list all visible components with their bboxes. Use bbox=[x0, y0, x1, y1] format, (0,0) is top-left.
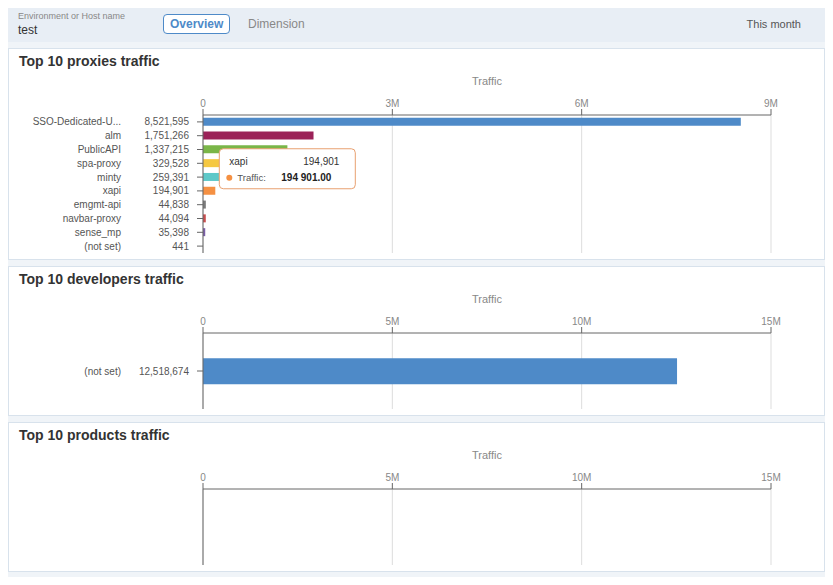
svg-text:35,398: 35,398 bbox=[158, 227, 189, 238]
svg-text:5M: 5M bbox=[385, 316, 399, 327]
svg-text:3M: 3M bbox=[385, 98, 399, 109]
html-text:test: test bbox=[18, 23, 38, 37]
svg-text:15M: 15M bbox=[761, 316, 780, 327]
svg-text:44,094: 44,094 bbox=[158, 213, 189, 224]
svg-text:44,838: 44,838 bbox=[158, 199, 189, 210]
svg-text:9M: 9M bbox=[764, 98, 778, 109]
svg-text:spa-proxy: spa-proxy bbox=[77, 158, 121, 169]
svg-text:15M: 15M bbox=[761, 472, 780, 483]
svg-text:Traffic: Traffic bbox=[472, 75, 502, 87]
html-text:Top 10 proxies traffic: Top 10 proxies traffic bbox=[19, 53, 160, 69]
svg-text:navbar-proxy: navbar-proxy bbox=[63, 213, 121, 224]
svg-text:0: 0 bbox=[200, 316, 206, 327]
svg-text:alm: alm bbox=[105, 130, 121, 141]
svg-text:12,518,674: 12,518,674 bbox=[139, 366, 189, 377]
svg-text:0: 0 bbox=[200, 98, 206, 109]
svg-text:1,337,215: 1,337,215 bbox=[145, 144, 190, 155]
svg-text:441: 441 bbox=[172, 241, 189, 252]
svg-text:Traffic:: Traffic: bbox=[237, 172, 266, 183]
svg-text:194,901: 194,901 bbox=[303, 156, 340, 167]
svg-text:10M: 10M bbox=[572, 472, 591, 483]
html-text:Environment or Host name: Environment or Host name bbox=[18, 11, 125, 21]
html-text:Top 10 developers traffic: Top 10 developers traffic bbox=[19, 271, 184, 287]
svg-text:xapi: xapi bbox=[229, 156, 247, 167]
svg-text:SSO-Dedicated-U...: SSO-Dedicated-U... bbox=[33, 116, 121, 127]
svg-text:minty: minty bbox=[97, 172, 121, 183]
svg-text:259,391: 259,391 bbox=[153, 172, 190, 183]
svg-text:194 901.00: 194 901.00 bbox=[281, 172, 331, 183]
html-text:This month: This month bbox=[746, 18, 801, 30]
svg-text:PublicAPI: PublicAPI bbox=[78, 144, 121, 155]
svg-text:10M: 10M bbox=[572, 316, 591, 327]
svg-text:Traffic: Traffic bbox=[472, 449, 502, 461]
svg-text:emgmt-api: emgmt-api bbox=[74, 199, 121, 210]
html-text:Dimension: Dimension bbox=[248, 17, 305, 31]
svg-text:xapi: xapi bbox=[103, 185, 121, 196]
svg-text:1,751,266: 1,751,266 bbox=[145, 130, 190, 141]
svg-text:(not set): (not set) bbox=[84, 241, 121, 252]
svg-text:329,528: 329,528 bbox=[153, 158, 190, 169]
svg-text:(not set): (not set) bbox=[84, 366, 121, 377]
svg-text:sense_mp: sense_mp bbox=[75, 227, 122, 238]
svg-text:6M: 6M bbox=[575, 98, 589, 109]
svg-text:Traffic: Traffic bbox=[472, 293, 502, 305]
svg-text:8,521,595: 8,521,595 bbox=[145, 116, 190, 127]
html-text:Overview: Overview bbox=[170, 17, 224, 31]
svg-text:5M: 5M bbox=[385, 472, 399, 483]
svg-text:0: 0 bbox=[200, 472, 206, 483]
html-text:Top 10 products traffic: Top 10 products traffic bbox=[19, 427, 170, 443]
svg-text:194,901: 194,901 bbox=[153, 185, 190, 196]
